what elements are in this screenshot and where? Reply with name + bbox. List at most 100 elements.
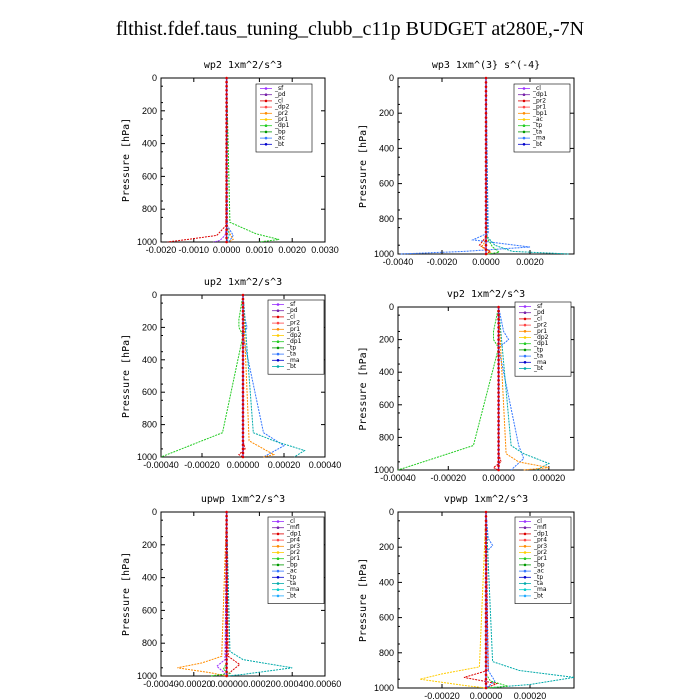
- series-line: [226, 77, 280, 243]
- legend-marker: [523, 538, 527, 542]
- series-point: [225, 154, 228, 158]
- legend-label: _pr1: [286, 326, 300, 333]
- legend-label: _pr2: [533, 322, 547, 329]
- series-point: [225, 121, 228, 125]
- legend-label: _cl: [286, 518, 295, 525]
- series-point: [225, 514, 228, 518]
- legend-label: _tp: [533, 346, 543, 353]
- legend-marker: [523, 311, 527, 315]
- series-point: [225, 162, 228, 166]
- series-point: [225, 510, 228, 514]
- y-tick-label: 1000: [137, 237, 157, 247]
- series-point: [497, 407, 500, 411]
- x-tick-label: -0.00040: [380, 473, 416, 483]
- series-point: [484, 616, 488, 619]
- series-point: [484, 603, 488, 606]
- series-point: [497, 387, 500, 390]
- x-tick-label: -0.0020: [427, 257, 458, 267]
- series-point: [241, 322, 245, 325]
- x-tick-label: 0.0000: [472, 257, 500, 267]
- legend-box: [267, 299, 325, 375]
- x-tick-label: -0.00020: [184, 460, 220, 470]
- series-point: [484, 85, 488, 89]
- legend-marker: [264, 112, 268, 115]
- series-line: [226, 77, 234, 243]
- legend-marker: [264, 143, 268, 146]
- series-point: [497, 436, 500, 439]
- legend-marker: [522, 124, 526, 127]
- series-line: [485, 511, 575, 689]
- legend-marker: [523, 582, 527, 585]
- series-point: [484, 147, 488, 150]
- series-point: [484, 537, 488, 540]
- legend-label: _cl: [532, 85, 541, 92]
- x-tick-label: -0.00040: [143, 460, 179, 470]
- series-line: [242, 294, 306, 458]
- y-axis-label: Pressure [hPa]: [121, 552, 132, 636]
- series-point: [484, 682, 488, 685]
- plot-frame: [397, 306, 575, 471]
- series-point: [484, 620, 488, 624]
- series-line: [226, 77, 234, 243]
- series-point: [241, 427, 245, 430]
- series-point: [225, 588, 228, 592]
- series-point: [484, 633, 488, 637]
- series-point: [225, 109, 228, 113]
- y-tick-label: 0: [389, 507, 394, 517]
- series-point: [497, 423, 500, 427]
- legend-label: _ac: [274, 135, 285, 142]
- legend-marker: [523, 588, 527, 591]
- y-tick-label: 0: [152, 290, 157, 300]
- x-tick-label: -0.00020: [424, 691, 460, 700]
- legend-label: _tp: [533, 574, 543, 581]
- series-point: [241, 447, 245, 451]
- series-point: [497, 313, 500, 317]
- series-line: [498, 306, 525, 471]
- series-point: [225, 97, 228, 100]
- series-point: [484, 208, 488, 212]
- legend-marker: [276, 588, 280, 591]
- series-point: [225, 179, 228, 182]
- series-point: [225, 531, 228, 534]
- series-point: [225, 150, 228, 154]
- legend-marker: [264, 130, 268, 134]
- y-axis-label: Pressure [hPa]: [358, 124, 369, 208]
- legend-marker: [522, 87, 526, 90]
- series-point: [484, 532, 488, 536]
- legend-label: _dp1: [274, 122, 290, 129]
- series-point: [241, 386, 245, 390]
- series-point: [225, 625, 228, 629]
- series-point: [484, 195, 488, 199]
- legend-marker: [522, 105, 526, 109]
- legend-marker: [523, 361, 527, 364]
- legend-label: _dp1: [286, 530, 302, 537]
- series-point: [225, 183, 228, 186]
- series-point: [484, 120, 488, 124]
- series-point: [484, 151, 488, 155]
- series-point: [484, 545, 488, 549]
- legend-marker: [264, 93, 268, 96]
- series-point: [241, 455, 245, 459]
- series-point: [484, 129, 488, 133]
- legend-label: _tp: [286, 344, 296, 351]
- series-point: [484, 611, 488, 615]
- series-point: [225, 138, 228, 141]
- legend-label: _dp1: [532, 91, 548, 98]
- x-tick-label: -0.00020: [176, 679, 212, 689]
- legend-marker: [276, 569, 280, 573]
- series-point: [225, 584, 228, 588]
- legend-label: _ta: [533, 580, 543, 587]
- series-point: [497, 452, 500, 456]
- legend-label: _pr1: [274, 116, 288, 123]
- chart-panel-6: vpwp 1xm^2/s^3 Pressure [hPa] 0 200 400 600 80…: [358, 494, 575, 700]
- series-point: [225, 555, 228, 559]
- series-point: [241, 326, 245, 329]
- legend-marker: [523, 520, 527, 523]
- series-point: [225, 523, 228, 526]
- y-axis-label: Pressure [hPa]: [358, 558, 369, 642]
- series-point: [484, 647, 488, 650]
- series-line: [485, 77, 501, 255]
- legend-label: _dp2: [533, 334, 549, 341]
- legend-label: _sf: [274, 85, 284, 92]
- page-title: flthist.fdef.taus_tuning_clubb_c11p BUDG…: [115, 18, 585, 40]
